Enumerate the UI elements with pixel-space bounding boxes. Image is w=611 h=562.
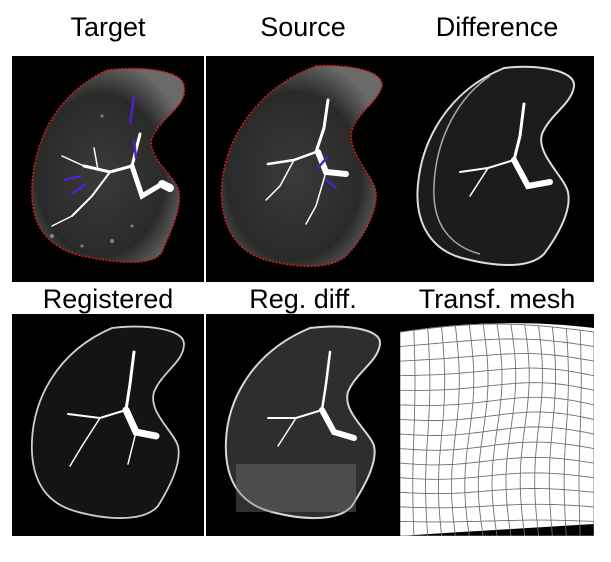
target-lung-scan — [31, 67, 186, 264]
panel-label-source: Source — [260, 12, 346, 42]
lung-outline — [220, 64, 383, 268]
mesh-line — [548, 326, 556, 536]
lung-outline — [224, 325, 381, 519]
mesh-line — [578, 330, 582, 536]
mesh-line — [400, 503, 594, 509]
target-image — [12, 56, 204, 282]
panel-label-transf-mesh: Transf. mesh — [418, 284, 576, 314]
mesh-line — [519, 324, 530, 536]
lung-outline — [30, 325, 185, 519]
mesh-line — [400, 456, 594, 466]
registered-image — [12, 314, 204, 536]
deformation-mesh — [400, 323, 594, 536]
source-image — [206, 56, 400, 282]
mesh-line — [400, 472, 594, 480]
panel-label-target: Target — [70, 12, 146, 42]
mesh-line — [400, 441, 594, 451]
transf-mesh-image — [400, 314, 594, 536]
registered-lung-scan — [30, 325, 185, 519]
panel-label-registered: Registered — [42, 284, 174, 314]
source-lung-scan — [220, 64, 383, 268]
panel-label-difference: Difference — [435, 12, 559, 42]
difference-lung-scan — [416, 65, 575, 266]
mesh-line — [505, 324, 517, 536]
reg-diff-lung-scan — [224, 325, 381, 519]
reg-diff-image — [206, 314, 400, 536]
mesh-line — [563, 328, 569, 536]
mesh-line — [400, 488, 594, 495]
lung-outline — [31, 67, 186, 264]
mesh-line — [400, 426, 594, 436]
difference-image — [400, 56, 594, 282]
mesh-line — [400, 519, 594, 523]
panel-label-reg-diff: Reg. diff. — [249, 284, 357, 314]
mesh-line — [534, 325, 543, 536]
